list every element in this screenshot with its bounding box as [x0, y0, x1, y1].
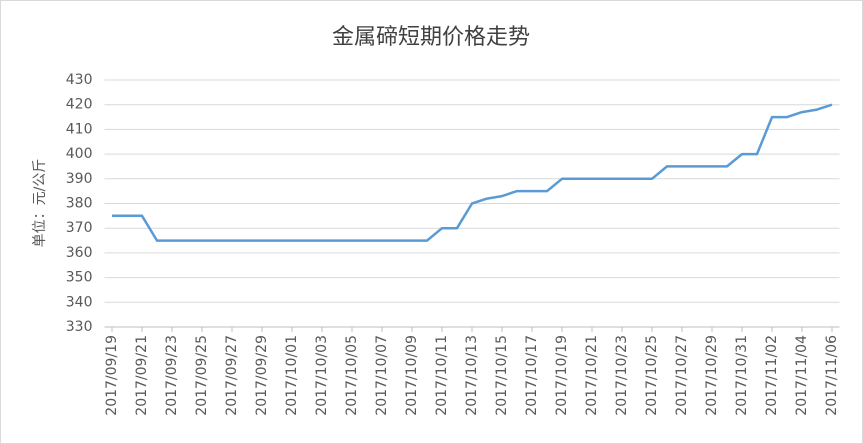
x-tick-label: 2017/10/09: [404, 335, 420, 416]
x-tick-label: 2017/10/13: [464, 335, 480, 416]
chart-title: 金属碲短期价格走势: [332, 25, 530, 50]
x-tick-label: 2017/09/25: [194, 335, 210, 416]
y-tick-label: 380: [66, 196, 93, 212]
y-tick-label: 410: [66, 121, 93, 137]
x-tick-label: 2017/10/23: [614, 335, 630, 416]
x-tick-label: 2017/10/03: [314, 335, 330, 416]
x-tick-label: 2017/10/29: [704, 335, 720, 416]
x-tick-label: 2017/10/17: [524, 335, 540, 416]
x-tick-label: 2017/11/06: [824, 335, 840, 416]
x-tick-label: 2017/09/21: [134, 335, 150, 416]
y-tick-label: 400: [66, 146, 93, 162]
x-tick-label: 2017/10/19: [554, 335, 570, 416]
y-tick-label: 370: [66, 220, 93, 236]
y-axis-label: 单位：元/公斤: [32, 159, 48, 248]
x-tick-label: 2017/10/07: [374, 335, 390, 416]
x-tick-label: 2017/10/27: [674, 335, 690, 416]
y-tick-label: 360: [66, 245, 93, 261]
x-tick-label: 2017/09/23: [164, 335, 180, 416]
x-tick-label: 2017/10/21: [584, 335, 600, 416]
x-tick-label: 2017/09/29: [254, 335, 270, 416]
price-line: [112, 103, 833, 242]
y-tick-label: 390: [66, 171, 93, 187]
x-tick-label: 2017/10/25: [644, 335, 660, 416]
x-tick-label: 2017/10/01: [284, 335, 300, 416]
y-tick-label: 430: [66, 72, 93, 88]
x-tick-label: 2017/09/19: [104, 335, 120, 416]
x-tick-label: 2017/11/04: [794, 335, 810, 416]
x-tick-label: 2017/09/27: [224, 335, 240, 416]
x-tick-label: 2017/10/15: [494, 335, 510, 416]
y-tick-label: 350: [66, 270, 93, 286]
x-tick-label: 2017/11/02: [764, 335, 780, 416]
x-tick-label: 2017/10/05: [344, 335, 360, 416]
x-tick-label: 2017/10/31: [734, 335, 750, 416]
x-tick-label: 2017/10/11: [434, 335, 450, 416]
y-tick-label: 340: [66, 294, 93, 310]
y-tick-label: 420: [66, 97, 93, 113]
y-tick-label: 330: [66, 319, 93, 335]
